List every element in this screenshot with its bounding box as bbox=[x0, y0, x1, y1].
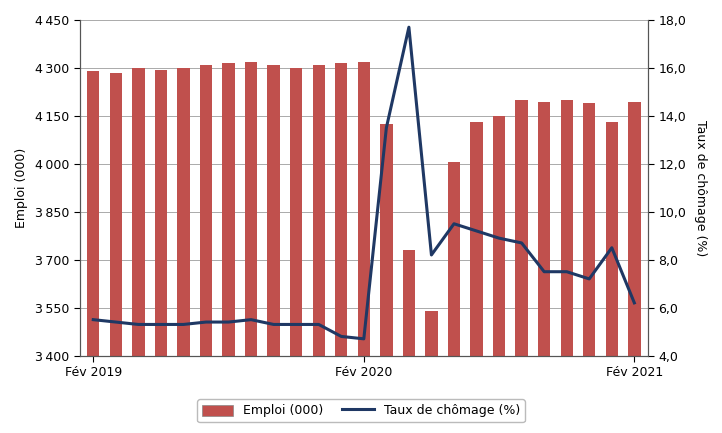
Y-axis label: Emploi (000): Emploi (000) bbox=[15, 148, 28, 228]
Bar bbox=[245, 61, 257, 433]
Bar bbox=[425, 311, 438, 433]
Bar bbox=[538, 101, 550, 433]
Bar bbox=[628, 101, 640, 433]
Bar bbox=[290, 68, 303, 433]
Bar bbox=[313, 65, 325, 433]
Bar bbox=[87, 71, 100, 433]
Bar bbox=[222, 63, 235, 433]
Bar bbox=[448, 162, 460, 433]
Bar bbox=[493, 116, 505, 433]
Y-axis label: Taux de chômage (%): Taux de chômage (%) bbox=[694, 120, 707, 256]
Bar bbox=[177, 68, 190, 433]
Bar bbox=[132, 68, 144, 433]
Bar bbox=[516, 100, 528, 433]
Bar bbox=[470, 122, 483, 433]
Bar bbox=[267, 65, 280, 433]
Bar bbox=[560, 100, 573, 433]
Bar bbox=[357, 61, 370, 433]
Bar bbox=[155, 70, 167, 433]
Legend: Emploi (000), Taux de chômage (%): Emploi (000), Taux de chômage (%) bbox=[197, 399, 525, 423]
Bar bbox=[403, 250, 415, 433]
Bar bbox=[335, 63, 347, 433]
Bar bbox=[200, 65, 212, 433]
Bar bbox=[583, 103, 596, 433]
Bar bbox=[380, 124, 393, 433]
Bar bbox=[110, 73, 122, 433]
Bar bbox=[606, 122, 618, 433]
